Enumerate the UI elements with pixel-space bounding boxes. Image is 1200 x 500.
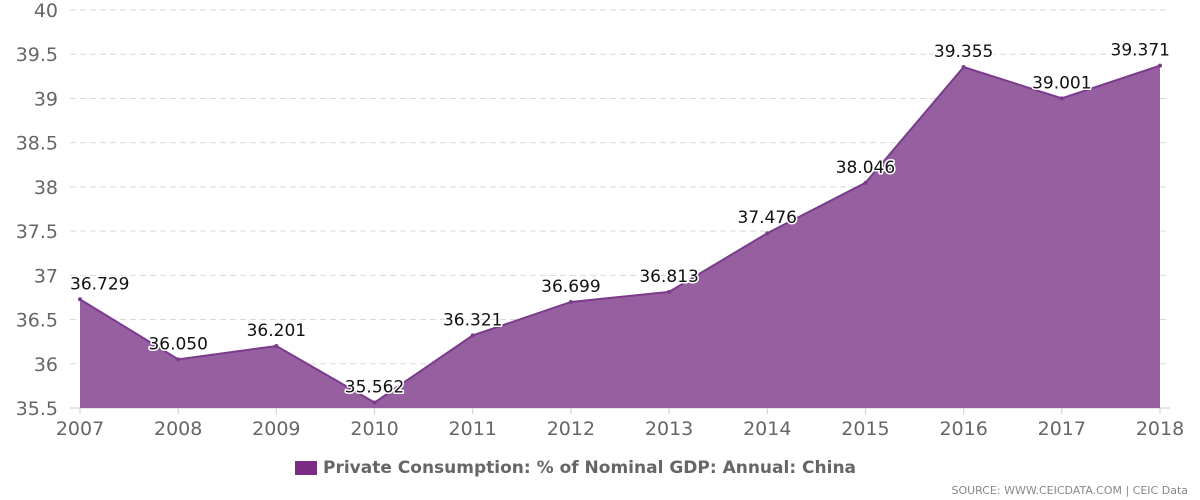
data-label: 37.476: [738, 208, 797, 228]
data-label-halo: 36.050: [148, 334, 207, 354]
x-tick-label: 2015: [841, 418, 889, 440]
data-label-halo: 36.699: [541, 277, 600, 297]
legend-swatch: [295, 461, 317, 475]
x-tick-label: 2013: [645, 418, 693, 440]
y-tick-label: 39: [34, 88, 58, 110]
y-tick-label: 38.5: [16, 133, 58, 155]
y-axis: 35.5 36 36.5 37 37.5 38 38.5 39 39.5 40: [16, 0, 58, 420]
series-line: [79, 64, 1161, 404]
data-label-halo: 36.201: [247, 321, 306, 341]
source-note: SOURCE: WWW.CEICDATA.COM | CEIC Data: [951, 484, 1188, 497]
data-label-halo: 36.813: [639, 267, 698, 287]
y-tick-label: 37.5: [16, 221, 58, 243]
x-tick-label: 2010: [350, 418, 398, 440]
data-label-halo: 36.321: [443, 310, 502, 330]
data-point: [274, 344, 279, 349]
data-label-halo: 38.046: [836, 158, 895, 178]
data-label-halo: 35.562: [345, 378, 404, 398]
x-tick-label: 2009: [252, 418, 300, 440]
data-point: [470, 333, 475, 338]
legend[interactable]: Private Consumption: % of Nominal GDP: A…: [295, 458, 856, 478]
data-label: 39.371: [1111, 41, 1170, 61]
y-tick-label: 39.5: [16, 44, 58, 66]
data-point: [667, 289, 672, 294]
area-fill: [80, 65, 1160, 408]
x-tick-label: 2011: [449, 418, 497, 440]
legend-label: Private Consumption: % of Nominal GDP: A…: [323, 458, 857, 478]
data-point: [961, 65, 966, 70]
data-point: [1158, 63, 1162, 68]
y-tick-label: 37: [34, 265, 58, 287]
data-label: 36.050: [148, 334, 207, 354]
x-tick-label: 2007: [56, 418, 104, 440]
data-label: 36.201: [247, 321, 306, 341]
data-label-halo: 36.729: [70, 274, 129, 294]
data-label: 36.699: [541, 277, 600, 297]
data-point: [568, 299, 573, 304]
data-label-halo: 39.355: [934, 42, 993, 62]
x-tick-label: 2008: [154, 418, 202, 440]
data-labels: 36.72936.72936.05036.05036.20136.20135.5…: [69, 39, 1172, 399]
x-tick-label: 2017: [1038, 418, 1086, 440]
x-tick-label: 2014: [743, 418, 791, 440]
data-label: 36.813: [639, 267, 698, 287]
data-point: [78, 297, 82, 302]
y-tick-label: 35.5: [16, 398, 58, 420]
data-label-halo: 39.371: [1111, 41, 1170, 61]
x-axis: 2007 2008 2009 2010 2011 2012 2013 2014 2015 2016…: [56, 407, 1184, 440]
data-label: 39.355: [934, 42, 993, 62]
x-tick-label: 2016: [939, 418, 987, 440]
data-point: [176, 357, 181, 362]
data-label-halo: 37.476: [738, 208, 797, 228]
data-label-halo: 39.001: [1032, 73, 1091, 93]
data-point: [372, 400, 377, 405]
data-point: [765, 231, 770, 236]
data-label: 38.046: [836, 158, 895, 178]
y-tick-label: 38: [34, 177, 58, 199]
data-label: 39.001: [1032, 73, 1091, 93]
plot-area: [78, 63, 1162, 408]
data-label: 36.729: [70, 274, 129, 294]
y-tick-label: 36.5: [16, 310, 58, 332]
data-label: 35.562: [345, 378, 404, 398]
x-tick-label: 2018: [1136, 418, 1184, 440]
y-tick-label: 36: [34, 354, 58, 376]
y-tick-label: 40: [34, 0, 58, 22]
data-point: [1059, 96, 1064, 101]
x-tick-label: 2012: [547, 418, 595, 440]
data-label: 36.321: [443, 310, 502, 330]
data-point: [863, 180, 868, 185]
